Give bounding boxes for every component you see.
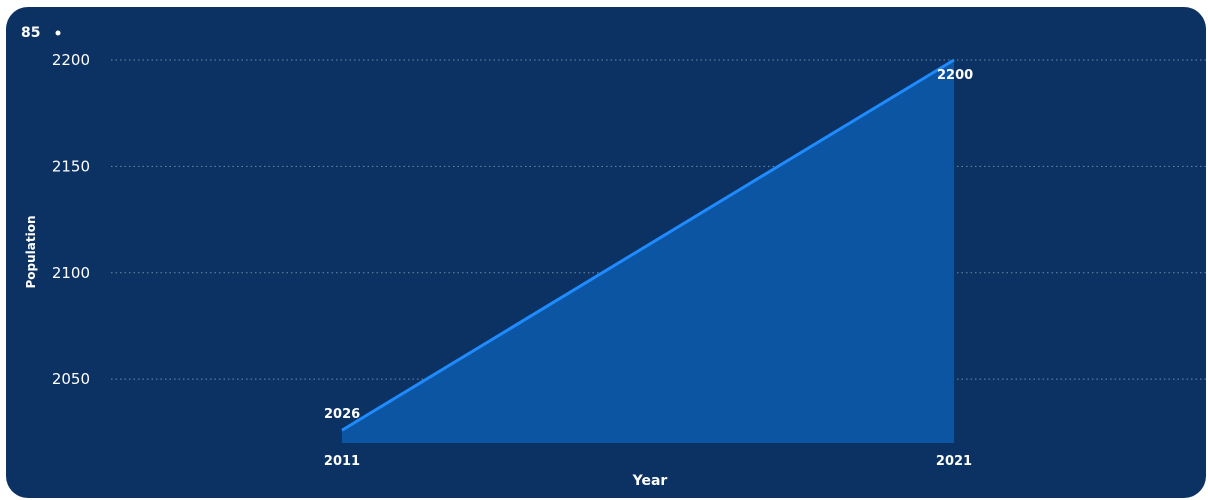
x-axis-ticks: 2011 2021 <box>324 454 972 469</box>
badge-value: 85 <box>21 25 40 41</box>
data-label: 2026 <box>324 407 360 422</box>
x-tick-label: 2011 <box>324 454 360 469</box>
y-tick-label: 2050 <box>52 370 90 388</box>
y-tick-label: 2100 <box>52 264 90 282</box>
x-axis-title: Year <box>632 473 668 489</box>
badge-dot-icon <box>55 30 61 36</box>
y-tick-label: 2150 <box>52 157 90 175</box>
y-tick-label: 2200 <box>52 51 90 69</box>
y-axis-ticks: 2050 2100 2150 2200 <box>52 51 90 388</box>
y-axis-title: Population <box>24 215 38 288</box>
area-fill <box>342 60 954 443</box>
series-line <box>341 58 955 432</box>
chart-card: 2050 2100 2150 2200 2026 2200 2011 2021 85 Ye… <box>6 7 1206 498</box>
x-tick-label: 2021 <box>936 454 972 469</box>
area-chart: 2050 2100 2150 2200 2026 2200 2011 2021 85 Ye… <box>21 25 1206 489</box>
data-label: 2200 <box>937 68 973 83</box>
data-labels: 2026 2200 <box>324 68 973 422</box>
